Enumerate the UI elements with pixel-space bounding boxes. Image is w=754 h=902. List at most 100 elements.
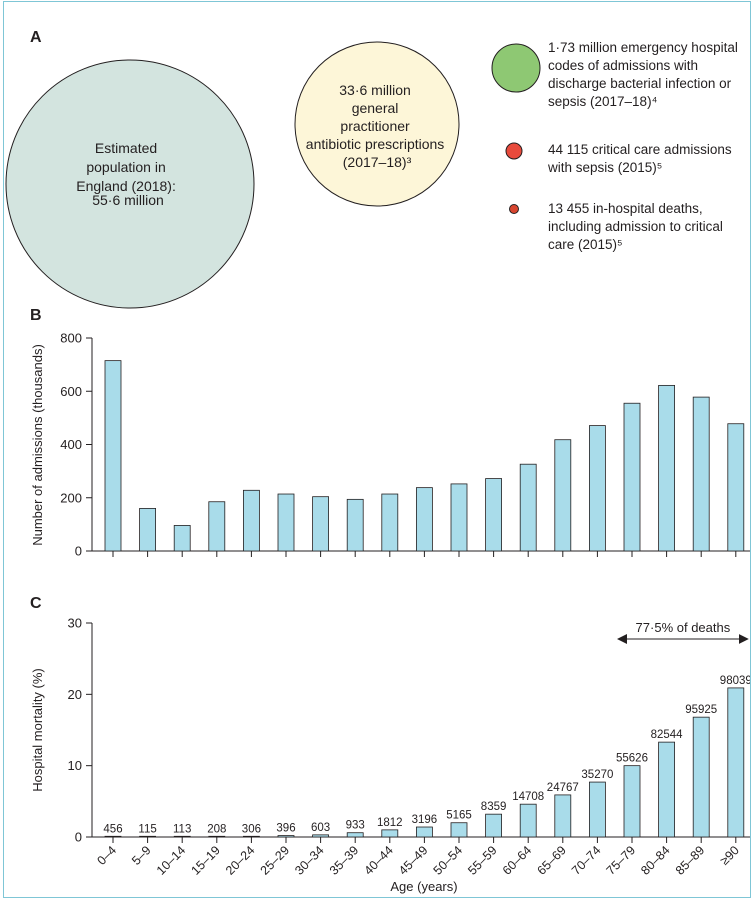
panel-c-bar bbox=[173, 835, 191, 838]
panel-c-data-label: 5165 bbox=[446, 810, 472, 822]
panel-c-data-label: 933 bbox=[346, 820, 365, 832]
panel-b-bar bbox=[554, 439, 572, 552]
panel-b-y-tick-label: 0 bbox=[75, 544, 82, 559]
panel-label-a: A bbox=[30, 29, 42, 46]
panel-b-bar bbox=[312, 496, 330, 552]
panel-c-x-tick-label: 0–4 bbox=[94, 843, 119, 868]
panel-b-bar bbox=[139, 507, 157, 552]
panel-c-bar bbox=[415, 826, 433, 838]
panel-b-y-tick-label: 200 bbox=[60, 490, 82, 505]
panel-b-bar bbox=[623, 402, 641, 552]
panel-b-bar bbox=[727, 423, 745, 552]
panel-c-x-tick-label: 20–24 bbox=[223, 843, 258, 878]
panel-c-bar bbox=[346, 832, 364, 838]
panel-c-x-tick-label: 5–9 bbox=[129, 843, 154, 868]
panel-b-bar bbox=[415, 487, 433, 552]
panel-a: A Estimated population in England (2018)… bbox=[5, 29, 742, 309]
panel-c-data-label: 456 bbox=[103, 823, 122, 835]
population-circle-text: Estimated population in England (2018): … bbox=[76, 140, 180, 208]
panel-c-x-tick-label: 85–89 bbox=[673, 843, 708, 878]
panel-b-bar bbox=[242, 489, 260, 552]
panel-c-data-label: 603 bbox=[311, 822, 330, 834]
panel-b-bar bbox=[658, 384, 675, 552]
panel-b-y-tick-label: 400 bbox=[60, 437, 82, 452]
panel-c-y-axis-title: Hospital mortality (%) bbox=[30, 668, 45, 792]
panel-c-x-tick-label: 40–44 bbox=[361, 843, 396, 878]
panel-c-x-tick-label: 75–79 bbox=[604, 843, 639, 878]
panel-c-bar bbox=[485, 813, 503, 838]
panel-c-data-label: 35270 bbox=[581, 769, 613, 781]
deaths-circle bbox=[509, 204, 519, 214]
panel-c-bar bbox=[104, 835, 122, 838]
panel-b-bar bbox=[519, 463, 537, 552]
panel-c-y-tick-label: 10 bbox=[68, 758, 82, 773]
panel-c: C Hospital mortality (%) 0 10 20 30 456 0–4 11… bbox=[30, 595, 751, 894]
admissions-circle bbox=[491, 43, 541, 93]
panel-c-data-label: 396 bbox=[276, 823, 295, 835]
admissions-legend-text: 1·73 million emergency hospital codes of… bbox=[548, 40, 742, 109]
panel-b-bar bbox=[381, 493, 399, 552]
deaths-share-label: 77·5% of deaths bbox=[636, 620, 731, 635]
panel-c-data-label: 8359 bbox=[481, 801, 507, 813]
panel-c-x-tick-label: 50–54 bbox=[431, 843, 466, 878]
panel-c-x-tick-label: 15–19 bbox=[188, 843, 223, 878]
panel-c-bar bbox=[381, 829, 399, 838]
panel-b-bar bbox=[485, 478, 503, 552]
panel-c-data-label: 82544 bbox=[651, 729, 684, 741]
panel-b-bar bbox=[346, 498, 364, 552]
panel-c-x-tick-label: 25–29 bbox=[258, 843, 293, 878]
panel-b-y-tick-label: 600 bbox=[60, 384, 82, 399]
panel-label-b: B bbox=[30, 307, 42, 324]
panel-b-bar bbox=[692, 396, 710, 552]
panel-c-data-label: 3196 bbox=[412, 814, 438, 826]
panel-c-x-tick-label: 60–64 bbox=[500, 843, 535, 878]
population-circle bbox=[5, 59, 255, 309]
panel-c-data-label: 98039 bbox=[720, 675, 751, 687]
panel-b-bar bbox=[589, 425, 606, 552]
panel-c-data-label: 14708 bbox=[512, 791, 544, 803]
panel-c-data-label: 95925 bbox=[685, 704, 717, 716]
panel-b-bar bbox=[450, 483, 468, 552]
panel-c-bar bbox=[519, 803, 537, 838]
figure: A Estimated population in England (2018)… bbox=[3, 1, 751, 898]
panel-c-x-tick-label: 65–69 bbox=[534, 843, 569, 878]
figure-canvas: A Estimated population in England (2018)… bbox=[5, 29, 751, 894]
panel-c-x-tick-label: ≥90 bbox=[717, 843, 742, 868]
critical-care-circle bbox=[505, 142, 523, 160]
panel-c-bar bbox=[139, 835, 157, 838]
panel-c-plot: 0 10 20 30 456 0–4 115 5–9 113 10–14 208 15–19 306 20… bbox=[68, 616, 751, 878]
critical-care-legend-text: 44 115 critical care admissions with sep… bbox=[547, 142, 735, 175]
panel-c-x-tick-label: 80–84 bbox=[638, 843, 673, 878]
panel-b-y-axis-title: Number of admissions (thousands) bbox=[30, 344, 45, 546]
panel-c-x-tick-label: 55–59 bbox=[465, 843, 500, 878]
panel-b-bar bbox=[104, 360, 122, 552]
panel-c-x-tick-label: 45–49 bbox=[396, 843, 431, 878]
panel-c-x-tick-label: 35–39 bbox=[327, 843, 362, 878]
panel-c-bar bbox=[623, 765, 641, 838]
panel-c-data-label: 24767 bbox=[547, 782, 579, 794]
deaths-share-annotation: 77·5% of deaths bbox=[617, 620, 749, 644]
panel-c-bar bbox=[242, 835, 260, 838]
panel-b-plot: 0 200 400 600 800 bbox=[60, 331, 750, 559]
panel-label-c: C bbox=[30, 595, 42, 612]
panel-b-y-tick-label: 800 bbox=[60, 331, 82, 346]
panel-c-y-tick-label: 0 bbox=[75, 830, 82, 845]
panel-c-data-label: 113 bbox=[173, 823, 191, 835]
panel-c-bar bbox=[727, 687, 745, 838]
panel-c-bar bbox=[312, 834, 330, 838]
panel-b-bar bbox=[277, 493, 295, 552]
panel-c-data-label: 55626 bbox=[616, 753, 648, 765]
panel-c-bar bbox=[450, 822, 468, 838]
deaths-legend-text: 13 455 in-hospital deaths, including adm… bbox=[548, 201, 727, 252]
panel-c-bar bbox=[208, 835, 226, 838]
panel-c-bar bbox=[658, 741, 675, 838]
prescriptions-circle bbox=[294, 41, 460, 207]
panel-c-bar bbox=[692, 716, 710, 838]
panel-b: B Number of admissions (thousands) 0 200 4… bbox=[30, 307, 750, 559]
panel-c-x-tick-label: 10–14 bbox=[154, 843, 189, 878]
panel-c-bar bbox=[589, 781, 606, 838]
panel-c-x-axis-title: Age (years) bbox=[390, 879, 457, 894]
panel-c-data-label: 115 bbox=[138, 823, 156, 835]
panel-c-bar bbox=[277, 835, 295, 838]
prescriptions-circle-text: 33·6 million general practitioner antibi… bbox=[306, 82, 448, 170]
